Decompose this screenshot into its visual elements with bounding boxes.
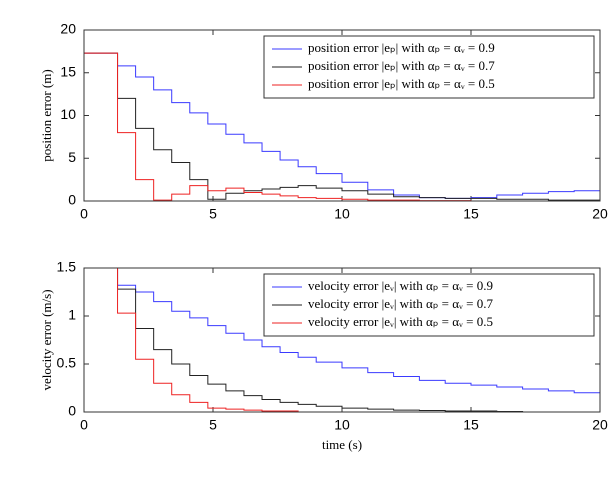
legend-label: position error |eₚ| with αₚ = αᵥ = 0.5 — [308, 76, 495, 91]
legend-label: position error |eₚ| with αₚ = αᵥ = 0.7 — [308, 58, 495, 73]
series-line — [84, 52, 601, 199]
series-line — [84, 267, 600, 413]
x-tick-label: 15 — [463, 417, 479, 433]
y-tick-label: 10 — [60, 106, 76, 122]
legend-box — [263, 273, 595, 337]
x-tick-label: 20 — [592, 417, 608, 433]
legend-label: velocity error |eᵥ| with αₚ = αᵥ = 0.5 — [308, 314, 493, 329]
y-tick-label: 1 — [68, 307, 76, 323]
y-tick-label: 15 — [60, 63, 76, 79]
legend-box — [263, 35, 595, 99]
legend-label: velocity error |eᵥ| with αₚ = αᵥ = 0.7 — [308, 296, 493, 311]
y-tick-label: 20 — [60, 21, 76, 37]
y-tick-label: 0 — [68, 192, 76, 208]
series-line — [84, 267, 601, 394]
series-line — [84, 52, 600, 201]
legend-label: velocity error |eᵥ| with αₚ = αᵥ = 0.9 — [308, 278, 493, 293]
y-tick-label: 5 — [68, 149, 76, 165]
x-tick-label: 5 — [209, 417, 217, 433]
x-tick-label: 10 — [334, 206, 350, 222]
x-tick-label: 5 — [209, 206, 217, 222]
y-tick-label: 1.5 — [57, 259, 77, 275]
axes-frame — [83, 267, 601, 413]
x-tick-label: 15 — [463, 206, 479, 222]
y-axis-label: position error (m) — [39, 69, 54, 161]
legend-label: position error |eₚ| with αₚ = αᵥ = 0.9 — [308, 40, 495, 55]
y-axis-label: velocity error (m/s) — [39, 289, 54, 390]
x-tick-label: 0 — [80, 206, 88, 222]
axes-frame — [83, 29, 601, 202]
x-tick-label: 0 — [80, 417, 88, 433]
y-tick-label: 0.5 — [57, 355, 77, 371]
y-tick-label: 0 — [68, 403, 76, 419]
x-axis-label: time (s) — [322, 437, 362, 452]
x-tick-label: 20 — [592, 206, 608, 222]
x-tick-label: 10 — [334, 417, 350, 433]
